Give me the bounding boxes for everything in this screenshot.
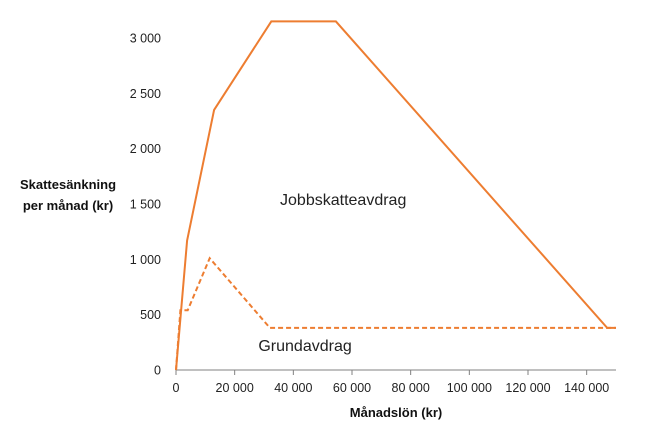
y-tick-labels: 0 500 1 000 1 500 2 000 2 500 3 000 — [130, 32, 161, 378]
x-tick-label: 100 000 — [447, 381, 492, 395]
annotation-label: Jobbskatteavdrag — [280, 192, 406, 209]
x-tick-label: 40 000 — [274, 381, 312, 395]
y-axis-title-line: per månad (kr) — [23, 198, 113, 213]
annotation-label: Grundavdrag — [258, 338, 351, 355]
x-tick-label: 20 000 — [216, 381, 254, 395]
series-lines — [175, 20, 616, 371]
y-tick-label: 3 000 — [130, 32, 161, 46]
x-tick-label: 0 — [173, 381, 180, 395]
x-tick-label: 60 000 — [333, 381, 371, 395]
y-tick-label: 1 000 — [130, 253, 161, 267]
x-tick-label: 80 000 — [392, 381, 430, 395]
x-tick-labels: 0 20 000 40 000 60 000 80 000 100 000 120 000 1… — [173, 381, 610, 395]
annotations: Jobbskatteavdrag Grundavdrag — [258, 192, 406, 355]
y-tick-label: 2 500 — [130, 87, 161, 101]
series-line-grundavdrag — [175, 256, 616, 371]
x-axis — [175, 369, 616, 375]
y-tick-label: 500 — [140, 308, 161, 322]
y-axis-title-line: Skattesänkning — [20, 177, 116, 192]
x-axis-title: Månadslön (kr) — [350, 405, 442, 420]
y-axis-title: Skattesänkning per månad (kr) — [20, 177, 116, 213]
y-tick-label: 0 — [154, 364, 161, 378]
y-tick-label: 2 000 — [130, 142, 161, 156]
x-tick-label: 120 000 — [505, 381, 550, 395]
y-tick-label: 1 500 — [130, 198, 161, 212]
x-tick-label: 140 000 — [564, 381, 609, 395]
